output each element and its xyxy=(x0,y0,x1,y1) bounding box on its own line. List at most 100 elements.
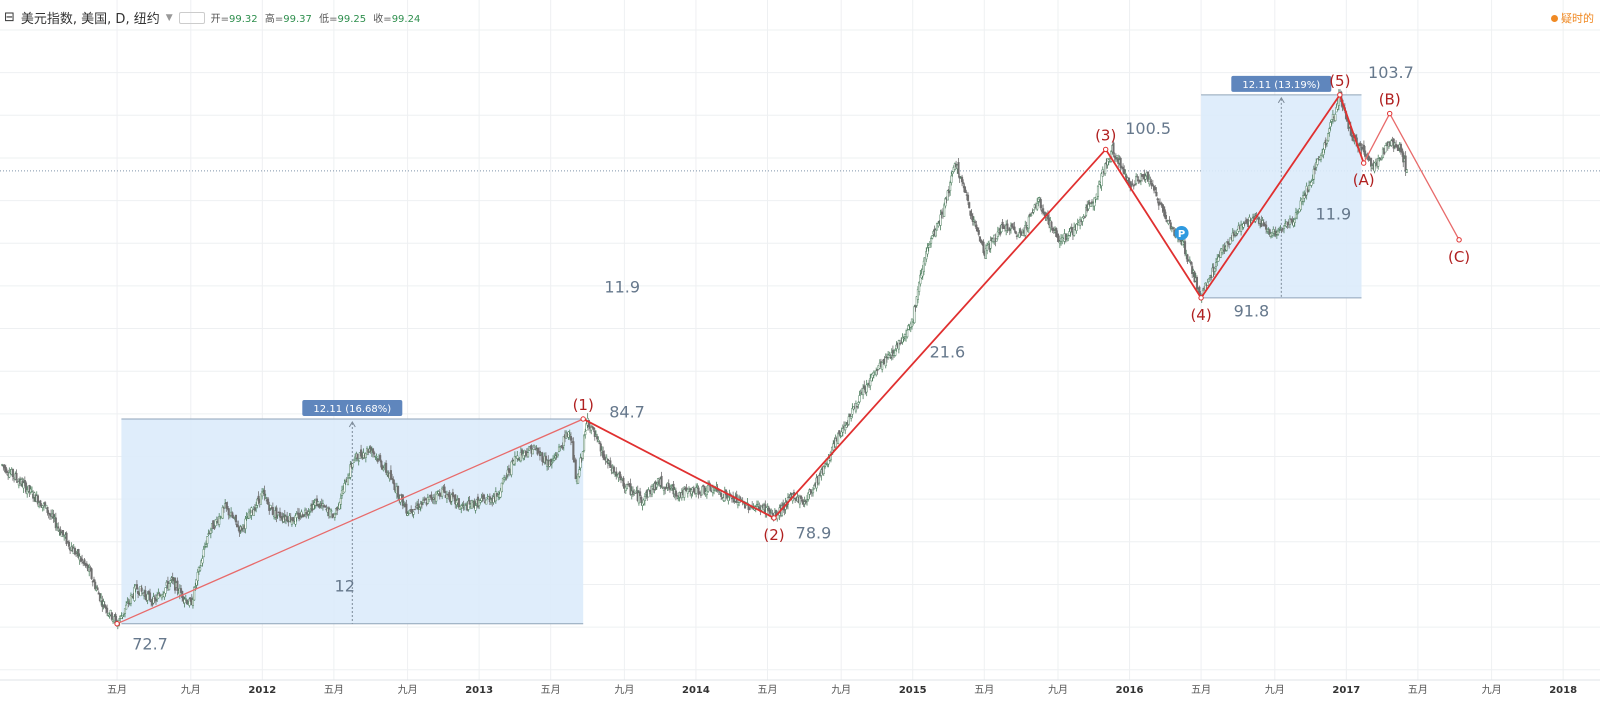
candle-body xyxy=(184,598,187,600)
candle-body xyxy=(848,413,852,417)
candle-body xyxy=(832,443,835,451)
candle-body xyxy=(739,497,742,500)
candle-body xyxy=(609,460,612,468)
elliott-wave-lines xyxy=(114,92,1462,627)
candle-body xyxy=(1191,266,1194,275)
x-tick-label: 九月 xyxy=(1048,684,1068,696)
candle-body xyxy=(968,202,971,209)
candle-body xyxy=(596,436,599,440)
candle-body xyxy=(1121,167,1125,170)
candle-body xyxy=(914,305,917,308)
candle-body xyxy=(1096,185,1100,197)
candle-body xyxy=(701,486,704,496)
candle-body xyxy=(500,482,503,493)
candle-body xyxy=(876,369,879,371)
x-tick-label: 九月 xyxy=(831,684,851,696)
candle-body xyxy=(375,456,378,458)
candle-body xyxy=(1334,114,1337,121)
candle-body xyxy=(1130,185,1133,187)
candle-body xyxy=(176,580,179,591)
candle-body xyxy=(970,213,973,217)
candle-body xyxy=(428,496,431,500)
candle-body xyxy=(1087,203,1090,210)
x-tick-label: 2015 xyxy=(899,685,927,696)
candle-body xyxy=(1303,195,1306,199)
candle-body xyxy=(245,516,248,518)
candle-body xyxy=(1214,262,1218,267)
candle-body xyxy=(975,224,978,229)
candle-body xyxy=(185,599,189,605)
candle-body xyxy=(196,571,199,581)
chart-labels: (1) (2) (3) (4) (5) (A) (B) (C) 72.7 84.7 78.9 100.… xyxy=(132,63,1470,654)
candle-body xyxy=(44,502,47,507)
candle-body xyxy=(201,558,204,564)
candle-body xyxy=(881,362,884,370)
candle-body xyxy=(371,448,375,453)
candle-body xyxy=(1312,168,1315,180)
candle-body xyxy=(349,464,352,478)
candle-body xyxy=(1183,241,1187,255)
candle-body xyxy=(1081,217,1084,222)
candle-body xyxy=(794,497,797,500)
candle-body xyxy=(1384,145,1387,153)
candle-body xyxy=(451,492,454,497)
candle-body xyxy=(392,479,395,484)
candle-body xyxy=(1229,237,1232,244)
candle-body xyxy=(45,505,48,509)
candle-body xyxy=(550,462,553,464)
candle-body xyxy=(962,182,965,184)
visibility-toggle-icon[interactable] xyxy=(178,11,205,24)
candle-body xyxy=(957,162,960,174)
candle-body xyxy=(592,427,595,430)
x-tick-label: 五月 xyxy=(107,684,127,696)
candle-body xyxy=(718,491,722,493)
candle-body xyxy=(221,507,224,519)
close-label: 收= xyxy=(373,14,392,25)
candle-body xyxy=(809,489,812,493)
candle-body xyxy=(30,490,34,493)
candle-body xyxy=(1329,122,1332,127)
candle-body xyxy=(231,512,234,518)
candle-body xyxy=(362,452,365,458)
candle-body xyxy=(504,477,507,479)
candle-body xyxy=(15,472,18,480)
candle-body xyxy=(329,509,332,518)
candle-body xyxy=(526,452,530,458)
candle-body xyxy=(276,514,279,516)
candle-body xyxy=(1156,198,1159,201)
chevron-down-icon[interactable]: ▼ xyxy=(165,12,173,23)
candle-body xyxy=(373,452,376,455)
candle-body xyxy=(531,449,534,455)
candle-body xyxy=(594,434,598,436)
candle-body xyxy=(1036,203,1039,210)
candle-body xyxy=(695,487,698,494)
symbol-title[interactable]: 美元指数, 美国, D, 纽约 xyxy=(20,12,160,27)
candle-body xyxy=(884,357,887,367)
measure-badge-label: 12.11 (16.68%) xyxy=(313,404,391,415)
candle-body xyxy=(46,506,49,513)
candle-body xyxy=(574,459,577,480)
candle-body xyxy=(1390,140,1393,146)
candle-body xyxy=(996,231,999,237)
candle-body xyxy=(464,503,468,506)
candle-body xyxy=(919,274,922,285)
candle-body xyxy=(396,485,400,498)
candle-body xyxy=(295,513,298,518)
candle-body xyxy=(858,395,861,403)
high-label: 高= xyxy=(264,14,284,25)
candle-body xyxy=(1405,169,1408,173)
candle-body xyxy=(65,532,68,545)
candle-body xyxy=(83,559,86,565)
price-label: 91.8 xyxy=(1234,302,1270,321)
candle-body xyxy=(668,487,671,490)
candle-body xyxy=(696,485,699,487)
price-label: 84.7 xyxy=(609,402,645,421)
candle-body xyxy=(1217,256,1220,262)
x-tick-label: 九月 xyxy=(398,684,418,696)
x-tick-label: 五月 xyxy=(757,684,777,696)
collapse-icon[interactable]: ⊟ xyxy=(4,10,15,25)
candle-body xyxy=(499,490,502,498)
candle-body xyxy=(1308,185,1311,191)
candle-body xyxy=(125,604,128,610)
